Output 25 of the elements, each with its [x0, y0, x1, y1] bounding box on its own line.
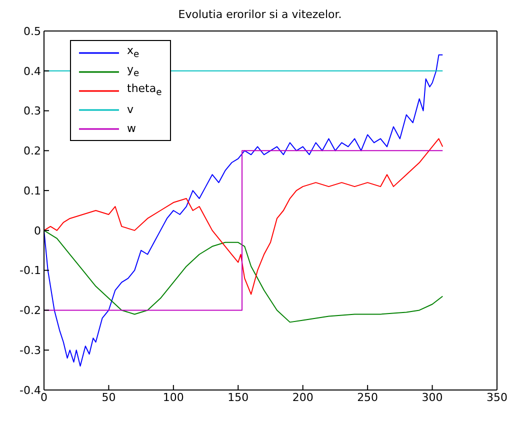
legend-label: v	[127, 103, 134, 116]
x-tick-label: 50	[102, 390, 116, 404]
x-tick-label: 150	[228, 390, 249, 404]
line-series	[44, 138, 444, 295]
line-series	[44, 230, 444, 323]
y-tick-label: -0.1	[20, 264, 41, 278]
y-tick-label: 0.5	[24, 24, 41, 38]
y-tick-label: 0	[34, 224, 41, 238]
x-tick-label: 100	[162, 390, 184, 404]
y-tick-label: 0.3	[24, 104, 41, 118]
legend-label: y$_{e}$	[127, 63, 140, 80]
y-tick-label: -0.2	[20, 304, 41, 318]
y-tick-label: -0.4	[20, 384, 41, 397]
y-tick-label: 0.4	[24, 64, 41, 78]
y-tick-label: 0.2	[24, 144, 41, 158]
y-tick-label: 0.1	[24, 184, 41, 198]
legend-label: theta$_{e}$	[127, 82, 162, 99]
legend-label: w	[127, 122, 136, 135]
chart-title: Evolutia erorilor si a vitezelor.	[177, 8, 343, 22]
x-tick-label: 300	[422, 390, 443, 404]
x-tick-label: 350	[486, 390, 508, 404]
x-tick-label: 250	[357, 390, 378, 404]
legend-label: x$_{e}$	[127, 44, 140, 61]
x-tick-label: 200	[292, 390, 314, 404]
y-tick-label: -0.3	[20, 344, 41, 358]
